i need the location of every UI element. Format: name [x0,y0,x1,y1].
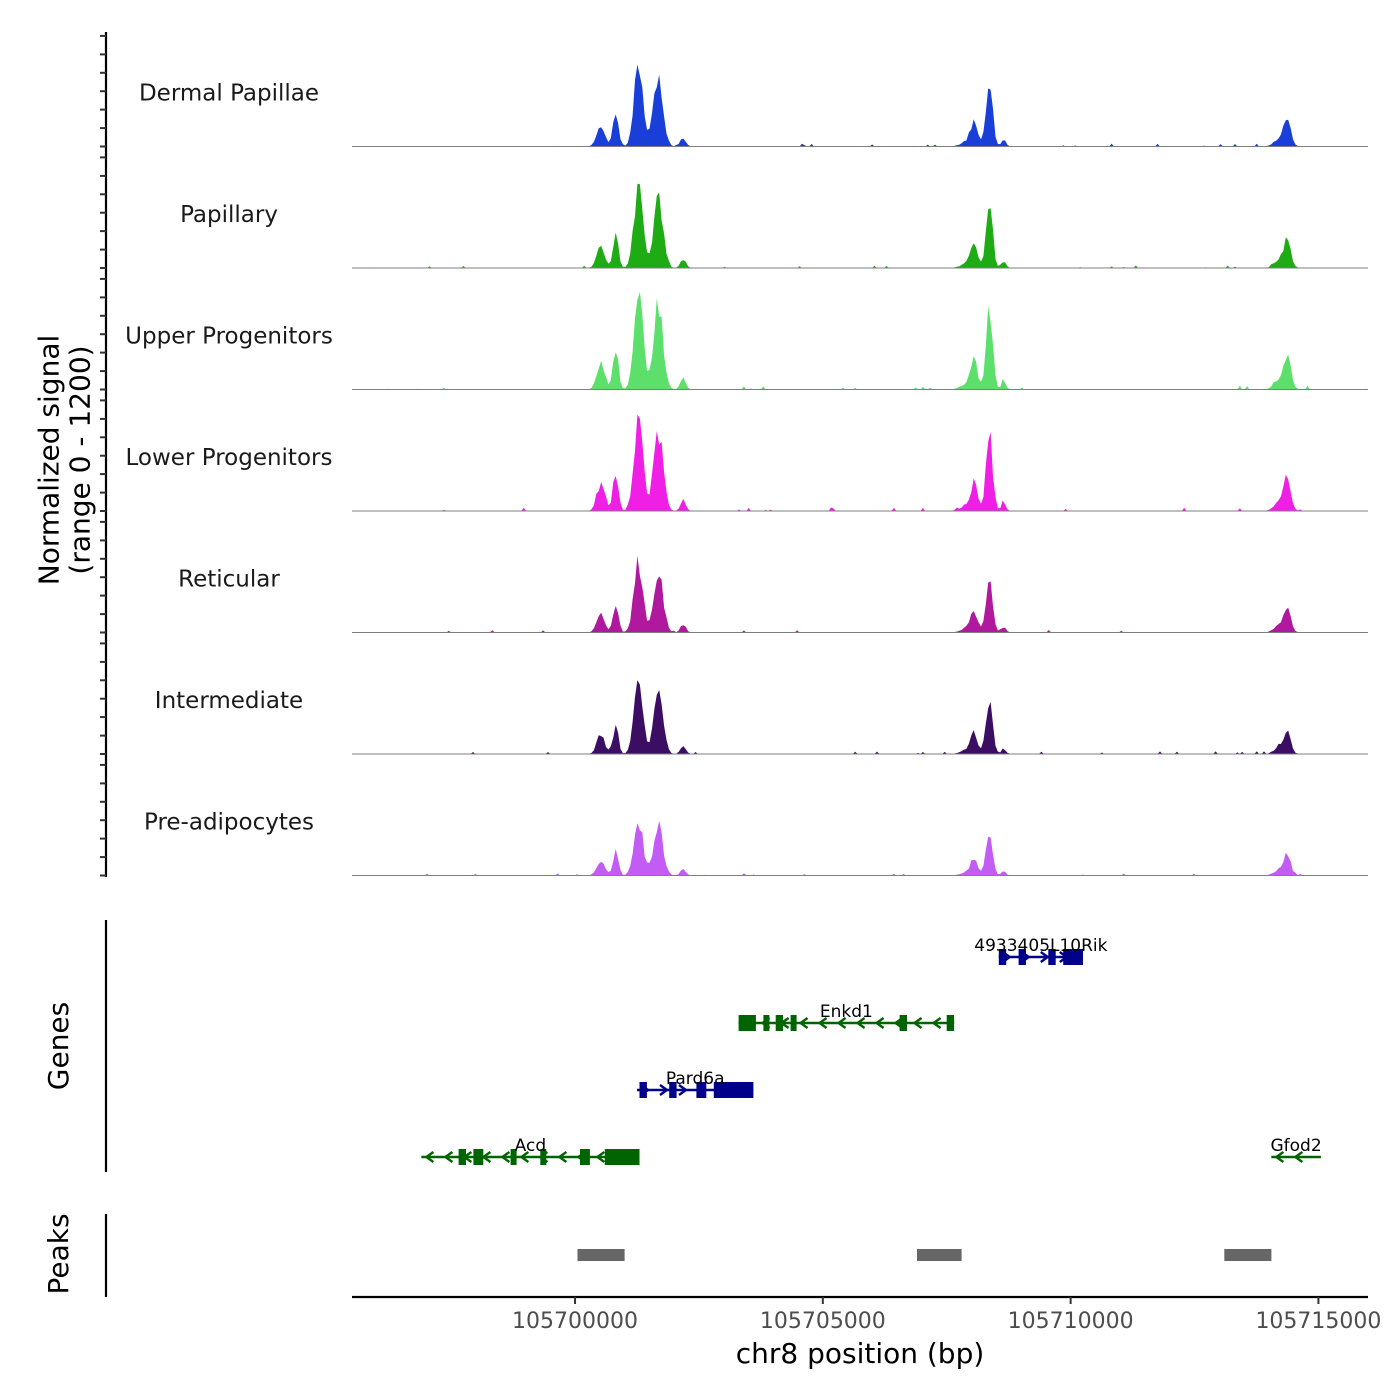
strand-arrow [443,1151,454,1163]
exon [540,1149,547,1165]
exon [473,1149,484,1165]
exon [696,1082,707,1098]
genes-panel-label: Genes [42,1002,75,1090]
coverage-tracks [352,64,1368,876]
strand-arrow [595,1151,606,1163]
exon [998,949,1007,965]
peak-region [1224,1249,1272,1261]
genes-panel: 4933405L10Rik Enkd1 Pard6a Acd Gfod2 [104,920,1322,1172]
coverage-area [352,555,1368,633]
strand-arrow [557,1151,568,1163]
strand-arrow [912,1017,923,1029]
strand-arrow [874,1017,885,1029]
track-label: Upper Progenitors [125,324,333,350]
strand-arrow [1293,1151,1304,1163]
exon [790,1015,797,1031]
exon [639,1082,647,1098]
strand-arrow [481,1151,492,1163]
peaks-panel [104,1214,1272,1297]
x-axis-title: chr8 position (bp) [736,1337,985,1370]
strand-arrow [798,1017,809,1029]
peaks-panel-label: Peaks [42,1213,75,1294]
strand-arrow [678,1084,689,1096]
strand-arrow [836,1017,847,1029]
exon [899,1015,907,1031]
gene-label: 4933405L10Rik [974,936,1107,956]
exon [1063,949,1083,965]
track-label: Lower Progenitors [126,445,333,471]
strand-arrow [500,1151,511,1163]
strand-arrow [1040,951,1050,963]
signal-y-axis [100,32,108,877]
strand-arrow [817,1017,828,1029]
strand-arrow [519,1151,530,1163]
coverage-area [352,183,1368,268]
coverage-area [352,680,1368,754]
track-label: Papillary [180,202,278,228]
peak-region [917,1249,962,1261]
coverage-area [352,64,1368,147]
track-label: Intermediate [155,688,303,714]
gene-label: Acd [515,1136,546,1156]
coverage-area [352,820,1368,876]
y-axis-title: Normalized signal(range 0 - 1200) [33,335,97,586]
strand-arrow [1274,1151,1285,1163]
exon [775,1015,784,1031]
coverage-area [352,414,1368,511]
x-tick-label: 105715000 [1255,1309,1381,1334]
exon [946,1015,955,1031]
exon [604,1149,640,1165]
strand-arrow [855,1017,866,1029]
peak-region [577,1249,625,1261]
exon [458,1149,466,1165]
exon [763,1015,770,1031]
x-tick-label: 105700000 [512,1309,638,1334]
gene-label: Pard6a [666,1069,725,1089]
exon [669,1082,677,1098]
track-label: Dermal Papillae [139,81,319,107]
exon [738,1015,756,1031]
coverage-area [352,291,1368,390]
track-label: Reticular [178,567,280,593]
x-axis: 105700000 105705000 105710000 105715000 [352,1295,1381,1334]
y-axis-title-line: (range 0 - 1200) [63,345,96,574]
exon [510,1149,517,1165]
exon [713,1082,754,1098]
strand-arrow [931,1017,942,1029]
x-tick-label: 105705000 [760,1309,886,1334]
track-label: Pre-adipocytes [144,810,314,836]
strand-arrow [424,1151,435,1163]
x-tick-label: 105710000 [1008,1309,1134,1334]
gene-label: Enkd1 [820,1002,873,1022]
exon [580,1149,590,1165]
exon [1048,949,1056,965]
exon [1018,949,1026,965]
track-labels: Dermal Papillae Papillary Upper Progenitor… [125,81,333,836]
gene-label: Gfod2 [1271,1136,1322,1156]
y-axis-title-line: Normalized signal [33,335,66,586]
strand-arrow [659,1084,670,1096]
